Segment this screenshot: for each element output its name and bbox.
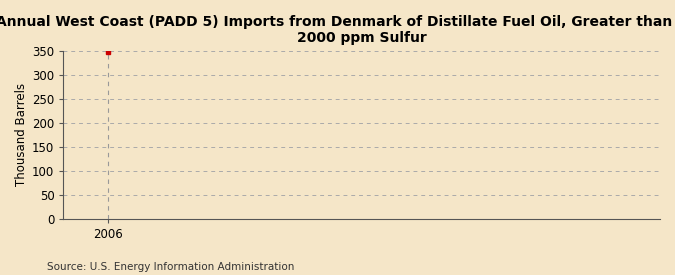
- Title: Annual West Coast (PADD 5) Imports from Denmark of Distillate Fuel Oil, Greater : Annual West Coast (PADD 5) Imports from …: [0, 15, 675, 45]
- Text: Source: U.S. Energy Information Administration: Source: U.S. Energy Information Administ…: [47, 262, 294, 272]
- Y-axis label: Thousand Barrels: Thousand Barrels: [15, 83, 28, 186]
